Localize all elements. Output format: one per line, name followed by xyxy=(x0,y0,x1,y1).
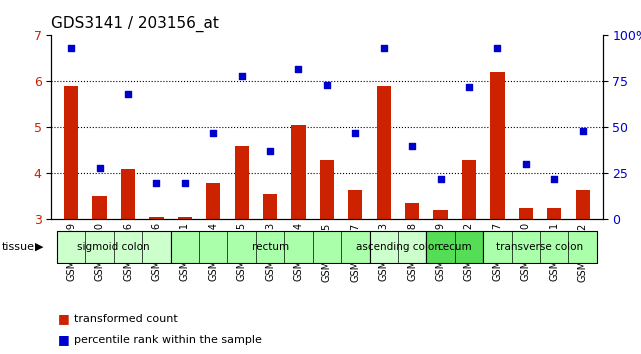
FancyBboxPatch shape xyxy=(483,231,597,263)
Text: ■: ■ xyxy=(58,312,69,325)
Point xyxy=(208,130,219,136)
FancyBboxPatch shape xyxy=(57,231,171,263)
Bar xyxy=(178,217,192,219)
Bar xyxy=(519,208,533,219)
Bar xyxy=(206,183,221,219)
FancyBboxPatch shape xyxy=(171,231,369,263)
FancyBboxPatch shape xyxy=(369,231,426,263)
Bar xyxy=(235,146,249,219)
Bar xyxy=(121,169,135,219)
Bar xyxy=(490,72,504,219)
Bar xyxy=(64,86,78,219)
Text: sigmoid colon: sigmoid colon xyxy=(78,242,150,252)
Bar xyxy=(149,217,163,219)
Point xyxy=(294,66,304,72)
Text: percentile rank within the sample: percentile rank within the sample xyxy=(74,335,262,345)
Bar xyxy=(348,190,362,219)
Bar xyxy=(433,210,447,219)
Point xyxy=(520,161,531,167)
Text: transverse colon: transverse colon xyxy=(497,242,583,252)
Bar xyxy=(92,196,106,219)
Bar xyxy=(377,86,391,219)
Text: rectum: rectum xyxy=(251,242,288,252)
Point xyxy=(265,149,275,154)
Bar xyxy=(405,203,419,219)
Text: cecum: cecum xyxy=(437,242,472,252)
Bar xyxy=(292,125,306,219)
Point xyxy=(123,91,133,97)
Point xyxy=(322,82,332,88)
Point xyxy=(151,180,162,185)
FancyBboxPatch shape xyxy=(426,231,483,263)
Text: transformed count: transformed count xyxy=(74,314,178,324)
Point xyxy=(350,130,360,136)
Text: ▶: ▶ xyxy=(35,242,43,252)
Point xyxy=(578,128,588,134)
Point xyxy=(179,180,190,185)
Point xyxy=(407,143,417,149)
Bar xyxy=(320,160,334,219)
Point xyxy=(94,165,104,171)
Text: ■: ■ xyxy=(58,333,69,346)
Point xyxy=(237,73,247,79)
Bar xyxy=(576,190,590,219)
Point xyxy=(549,176,560,182)
Point xyxy=(66,45,76,51)
Point xyxy=(379,45,389,51)
Text: ascending colon: ascending colon xyxy=(356,242,440,252)
Text: GDS3141 / 203156_at: GDS3141 / 203156_at xyxy=(51,16,219,32)
Text: tissue: tissue xyxy=(1,242,34,252)
Point xyxy=(464,84,474,90)
Point xyxy=(492,45,503,51)
Bar xyxy=(263,194,277,219)
Bar xyxy=(462,160,476,219)
Bar xyxy=(547,208,562,219)
Point xyxy=(435,176,445,182)
